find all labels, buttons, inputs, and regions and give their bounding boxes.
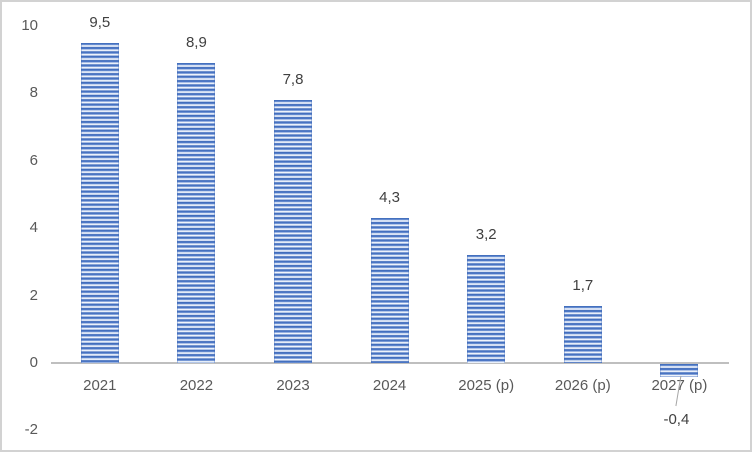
y-axis-tick-label: 8 bbox=[29, 84, 38, 102]
category-label: 2023 bbox=[276, 377, 310, 394]
bar-value-label: 4,3 bbox=[379, 189, 401, 207]
bar bbox=[177, 63, 216, 363]
bar bbox=[274, 100, 312, 363]
category-label: 2022 bbox=[179, 377, 214, 394]
bar bbox=[563, 305, 602, 363]
bar-value-label: 1,7 bbox=[572, 276, 594, 294]
category-label: 2024 bbox=[372, 377, 407, 394]
bar-value-label: 7,8 bbox=[282, 71, 304, 89]
bar bbox=[660, 364, 699, 378]
category-label: 2021 bbox=[83, 377, 117, 394]
bar-value-label: 9,5 bbox=[89, 13, 111, 31]
bar bbox=[467, 255, 506, 363]
bar bbox=[80, 42, 119, 363]
bar-value-label: 8,9 bbox=[185, 34, 207, 52]
bar-value-label: -0,4 bbox=[663, 411, 690, 428]
category-label: 2027 (p) bbox=[651, 377, 708, 394]
category-label: 2025 (p) bbox=[458, 377, 515, 394]
bar-value-label: 3,2 bbox=[475, 226, 497, 244]
bar bbox=[370, 218, 409, 363]
x-axis-line bbox=[51, 362, 729, 364]
y-axis-tick-label: 4 bbox=[29, 219, 38, 237]
y-axis-tick-label: 6 bbox=[29, 151, 38, 169]
y-axis-tick-label: -2 bbox=[24, 421, 38, 439]
y-axis-tick-label: 10 bbox=[21, 17, 38, 34]
y-axis-tick-label: 2 bbox=[29, 286, 38, 304]
y-axis-tick-label: 0 bbox=[29, 354, 38, 371]
category-label: 2026 (p) bbox=[554, 377, 611, 394]
